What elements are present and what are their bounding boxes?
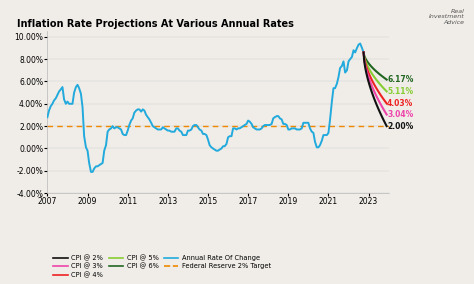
- Text: 3.04%: 3.04%: [387, 110, 413, 119]
- Text: 2.00%: 2.00%: [387, 122, 413, 131]
- Text: 4.03%: 4.03%: [387, 99, 413, 108]
- Legend: CPI @ 2%, CPI @ 3%, CPI @ 4%, CPI @ 5%, CPI @ 6%, Annual Rate Of Change, Federal: CPI @ 2%, CPI @ 3%, CPI @ 4%, CPI @ 5%, …: [51, 252, 273, 281]
- Text: Inflation Rate Projections At Various Annual Rates: Inflation Rate Projections At Various An…: [17, 19, 293, 29]
- Text: Real
Investment
Advice: Real Investment Advice: [429, 9, 465, 25]
- Text: 6.17%: 6.17%: [387, 75, 413, 84]
- Text: 5.11%: 5.11%: [387, 87, 413, 96]
